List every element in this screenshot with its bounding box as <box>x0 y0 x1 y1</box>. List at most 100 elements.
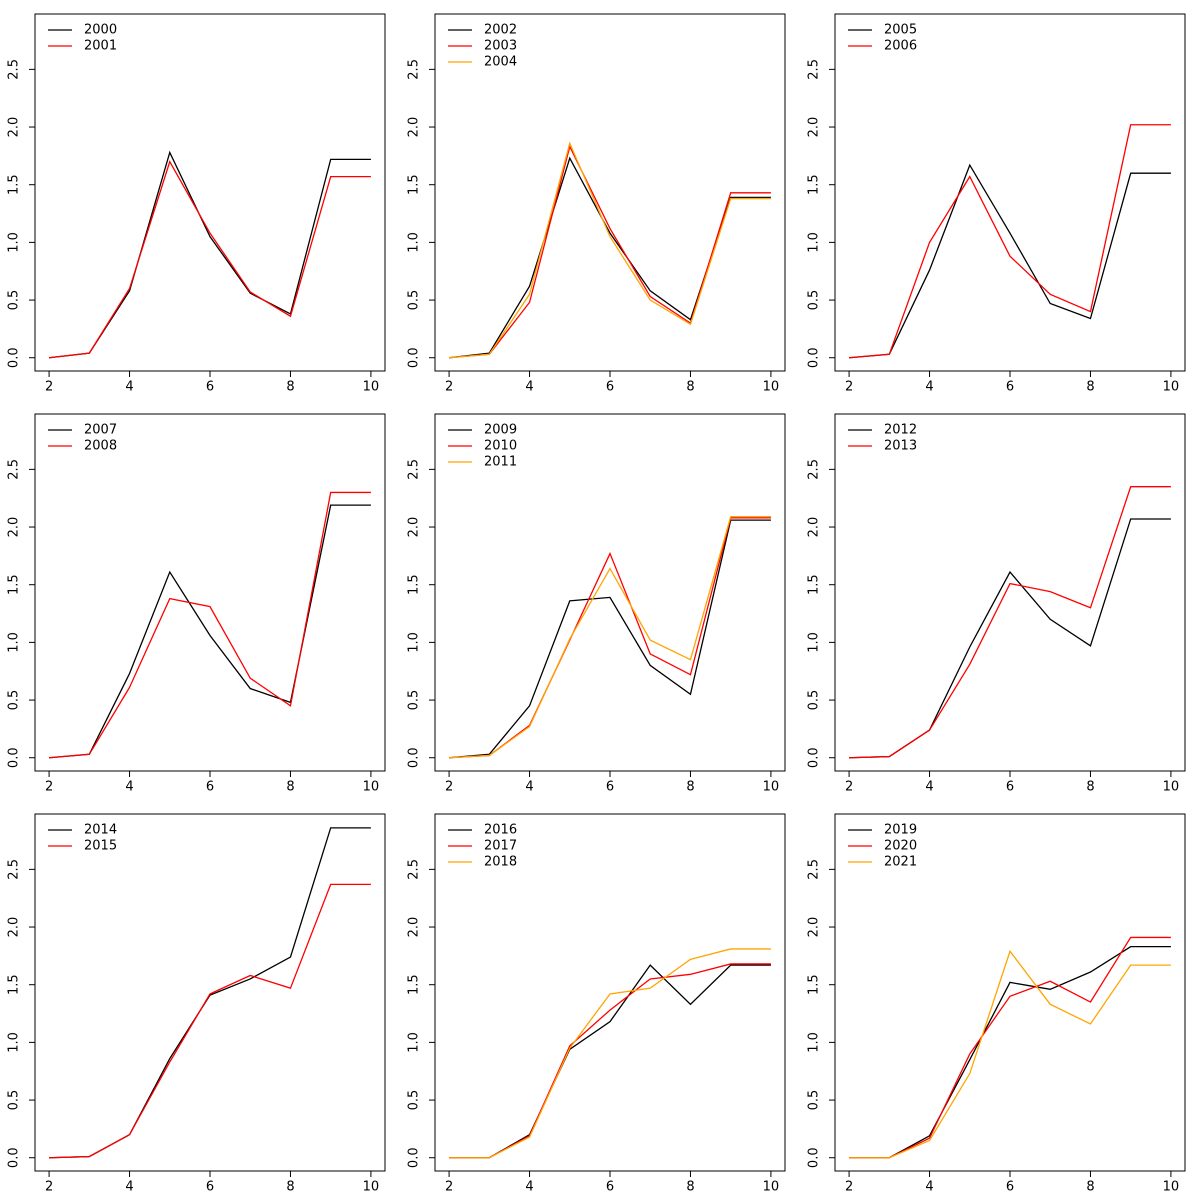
y-tick-label: 2.0 <box>807 117 822 138</box>
x-tick-label: 10 <box>363 380 380 395</box>
y-tick-label: 0.0 <box>407 347 422 368</box>
y-tick-label: 0.5 <box>407 290 422 311</box>
x-tick-label: 4 <box>525 380 533 395</box>
plot-frame <box>834 13 1186 372</box>
series-line <box>49 883 371 1159</box>
x-tick-label: 2 <box>45 380 53 395</box>
y-tick-label: 2.0 <box>7 917 22 938</box>
y-tick-label: 2.5 <box>807 59 822 80</box>
y-tick-label: 0.5 <box>407 690 422 711</box>
series-line <box>849 124 1171 359</box>
series-line <box>849 945 1171 1159</box>
y-tick-label: 0.0 <box>407 1147 422 1168</box>
x-tick-label: 2 <box>445 1180 453 1195</box>
y-tick-label: 1.5 <box>407 574 422 595</box>
series-line <box>849 518 1171 759</box>
y-tick-label: 0.0 <box>807 347 822 368</box>
x-tick-label: 8 <box>686 1180 694 1195</box>
y-tick-label: 1.5 <box>407 174 422 195</box>
x-tick-label: 10 <box>363 1180 380 1195</box>
y-tick-label: 0.5 <box>807 290 822 311</box>
y-tick-label: 1.0 <box>407 632 422 653</box>
legend-label: 2019 <box>884 823 917 838</box>
x-tick-label: 10 <box>1163 380 1180 395</box>
y-tick-label: 2.5 <box>807 859 822 880</box>
y-tick-label: 0.0 <box>7 347 22 368</box>
y-tick-label: 2.0 <box>407 517 422 538</box>
series-line <box>449 519 771 759</box>
x-tick-label: 8 <box>286 780 294 795</box>
y-tick-label: 1.5 <box>407 974 422 995</box>
x-tick-label: 4 <box>525 780 533 795</box>
x-tick-label: 2 <box>45 1180 53 1195</box>
legend-label: 2018 <box>484 855 517 870</box>
legend-label: 2015 <box>84 839 117 854</box>
y-tick-label: 0.0 <box>7 747 22 768</box>
y-tick-label: 2.5 <box>407 59 422 80</box>
series-line <box>449 156 771 359</box>
x-tick-label: 2 <box>845 380 853 395</box>
x-tick-label: 8 <box>286 380 294 395</box>
x-tick-label: 4 <box>925 780 933 795</box>
x-tick-label: 4 <box>925 1180 933 1195</box>
x-tick-label: 6 <box>1006 780 1014 795</box>
x-tick-label: 2 <box>845 780 853 795</box>
y-tick-label: 2.5 <box>807 459 822 480</box>
series-line <box>49 827 371 1159</box>
series-line <box>449 141 771 359</box>
y-tick-label: 1.5 <box>7 174 22 195</box>
legend-label: 2017 <box>484 839 517 854</box>
x-tick-label: 6 <box>206 780 214 795</box>
plot-frame <box>34 813 386 1172</box>
y-tick-label: 1.5 <box>807 974 822 995</box>
legend-label: 2006 <box>884 39 917 54</box>
y-tick-label: 1.0 <box>7 1032 22 1053</box>
legend-label: 2007 <box>84 423 117 438</box>
legend-label: 2008 <box>84 439 117 454</box>
y-tick-label: 0.0 <box>407 747 422 768</box>
y-tick-label: 2.0 <box>807 517 822 538</box>
x-tick-label: 8 <box>686 780 694 795</box>
legend-label: 2014 <box>84 823 117 838</box>
y-tick-label: 1.5 <box>807 574 822 595</box>
series-line <box>849 486 1171 759</box>
legend-label: 2009 <box>484 423 517 438</box>
x-tick-label: 6 <box>606 780 614 795</box>
series-line <box>49 491 371 759</box>
legend-label: 2013 <box>884 439 917 454</box>
y-tick-label: 2.5 <box>407 859 422 880</box>
x-tick-label: 4 <box>125 1180 133 1195</box>
y-tick-label: 1.0 <box>407 1032 422 1053</box>
x-tick-label: 8 <box>1086 380 1094 395</box>
x-tick-label: 8 <box>1086 780 1094 795</box>
series-line <box>849 163 1171 359</box>
legend-label: 2000 <box>84 23 117 38</box>
legend-label: 2016 <box>484 823 517 838</box>
legend-label: 2004 <box>484 55 517 70</box>
y-tick-label: 0.0 <box>807 1147 822 1168</box>
y-tick-label: 2.0 <box>7 117 22 138</box>
y-tick-label: 1.5 <box>7 574 22 595</box>
y-tick-label: 0.5 <box>807 1090 822 1111</box>
y-tick-label: 0.5 <box>807 690 822 711</box>
y-tick-label: 2.5 <box>407 459 422 480</box>
x-tick-label: 4 <box>125 380 133 395</box>
y-tick-label: 2.5 <box>7 59 22 80</box>
legend-label: 2020 <box>884 839 917 854</box>
y-tick-label: 1.0 <box>807 632 822 653</box>
x-tick-label: 2 <box>445 380 453 395</box>
series-line <box>449 516 771 759</box>
x-tick-label: 4 <box>525 1180 533 1195</box>
y-tick-label: 1.5 <box>7 974 22 995</box>
y-tick-label: 2.5 <box>7 859 22 880</box>
y-tick-label: 2.0 <box>407 117 422 138</box>
legend-label: 2005 <box>884 23 917 38</box>
x-tick-label: 4 <box>925 380 933 395</box>
series-line <box>49 150 371 359</box>
plot-frame <box>34 13 386 372</box>
y-tick-label: 1.5 <box>807 174 822 195</box>
series-line <box>449 144 771 359</box>
series-line <box>849 949 1171 1159</box>
x-tick-label: 2 <box>845 1180 853 1195</box>
x-tick-label: 8 <box>1086 1180 1094 1195</box>
